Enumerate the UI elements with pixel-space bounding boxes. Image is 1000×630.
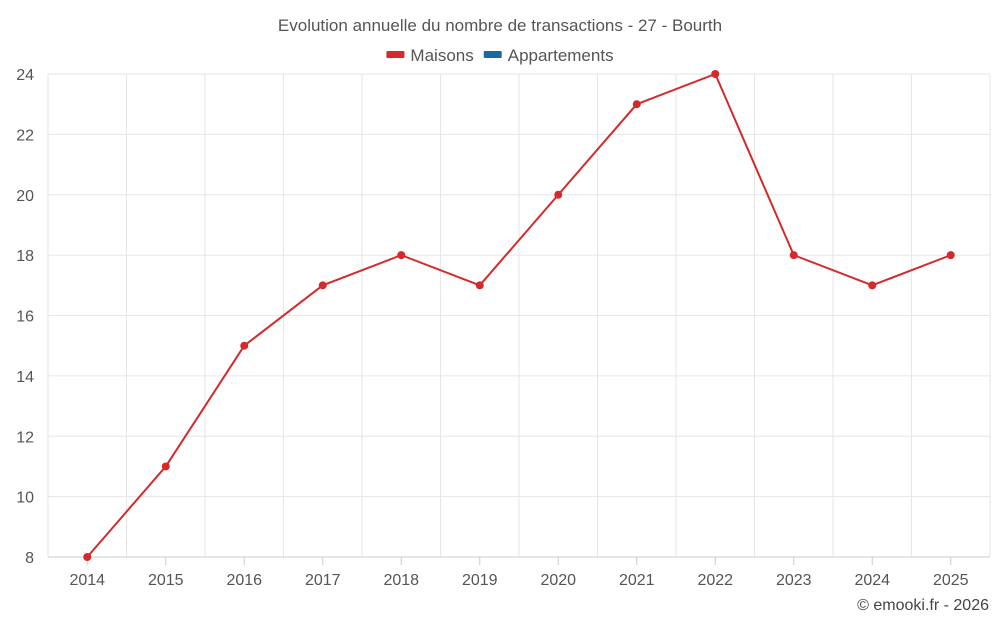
legend-item-maisons[interactable]: Maisons: [386, 46, 474, 65]
data-point[interactable]: [475, 281, 484, 290]
chart-grid: [47, 73, 991, 557]
credit-text: © emooki.fr - 2026: [857, 597, 989, 614]
y-tick-label: 14: [16, 369, 34, 386]
x-tick-label: 2015: [148, 572, 184, 589]
data-point[interactable]: [711, 70, 720, 78]
y-tick-label: 12: [16, 429, 34, 446]
y-tick-label: 18: [16, 248, 34, 265]
series-layer: [83, 70, 955, 561]
data-point[interactable]: [161, 462, 170, 471]
data-point[interactable]: [240, 341, 249, 350]
legend-label: Appartements: [508, 46, 614, 65]
x-tick-label: 2025: [933, 572, 969, 589]
y-tick-label: 20: [16, 188, 34, 205]
x-tick-label: 2014: [69, 572, 105, 589]
y-tick-label: 16: [16, 309, 34, 326]
legend-item-appartements[interactable]: Appartements: [483, 46, 614, 65]
legend-swatch: [483, 51, 502, 58]
data-point[interactable]: [946, 251, 955, 260]
legend-label: Maisons: [410, 46, 473, 65]
x-tick-label: 2023: [776, 572, 812, 589]
data-point[interactable]: [868, 281, 877, 290]
x-tick-label: 2017: [305, 572, 341, 589]
x-tick-label: 2020: [540, 572, 576, 589]
x-tick-label: 2024: [854, 572, 890, 589]
data-point[interactable]: [554, 190, 563, 199]
y-tick-label: 10: [16, 490, 34, 507]
x-tick-label: 2019: [462, 572, 498, 589]
series-line-maisons: [86, 73, 952, 558]
y-tick-label: 22: [16, 127, 34, 144]
data-point[interactable]: [397, 251, 406, 260]
data-point[interactable]: [632, 100, 641, 109]
x-tick-label: 2018: [383, 572, 419, 589]
data-point[interactable]: [83, 553, 92, 561]
x-tick-label: 2016: [226, 572, 262, 589]
data-point[interactable]: [789, 251, 798, 260]
chart-title: Evolution annuelle du nombre de transact…: [278, 16, 722, 35]
y-tick-label: 8: [25, 550, 34, 567]
x-tick-label: 2021: [619, 572, 655, 589]
chart-legend: Maisons Appartements: [386, 46, 614, 65]
data-point[interactable]: [318, 281, 327, 290]
y-tick-label: 24: [16, 67, 34, 84]
legend-swatch: [386, 51, 405, 58]
x-tick-label: 2022: [697, 572, 733, 589]
